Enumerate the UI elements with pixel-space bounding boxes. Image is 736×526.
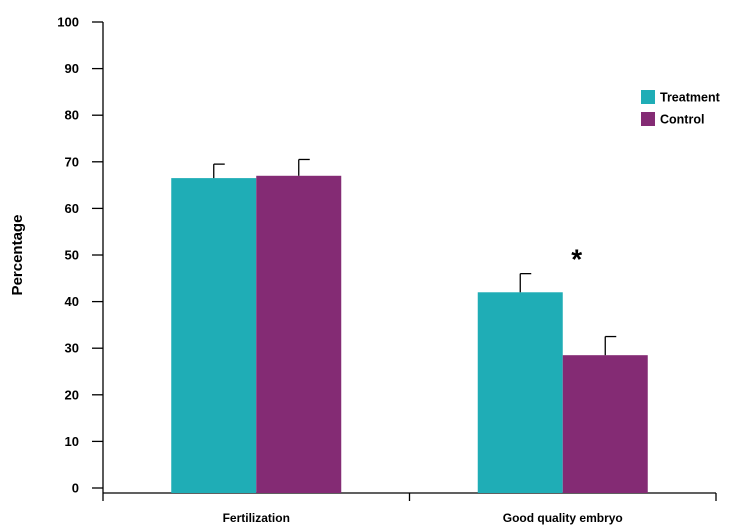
x-category-label: Fertilization <box>223 511 290 525</box>
x-axis: Fertilization Good quality embryo <box>102 492 717 525</box>
y-axis: 0 10 20 30 40 50 60 70 80 90 100 <box>57 15 104 496</box>
annotations: * <box>571 244 582 275</box>
y-tick-label: 100 <box>57 15 79 30</box>
y-tick-label: 40 <box>65 294 79 309</box>
bar <box>256 175 342 493</box>
y-tick-label: 10 <box>65 434 79 449</box>
x-category-label: Good quality embryo <box>503 511 623 525</box>
legend-label: Treatment <box>660 91 721 105</box>
bars <box>171 175 648 494</box>
y-axis-title: Percentage <box>9 215 26 296</box>
legend-swatch <box>641 112 655 126</box>
legend-label: Control <box>660 113 704 127</box>
y-tick-label: 20 <box>65 387 79 402</box>
y-tick-label: 0 <box>72 481 79 496</box>
significance-mark: * <box>571 244 582 275</box>
legend-swatch <box>641 90 655 104</box>
y-tick-label: 80 <box>65 108 79 123</box>
y-tick-label: 70 <box>65 154 79 169</box>
y-tick-label: 30 <box>65 341 79 356</box>
y-tick-label: 90 <box>65 61 79 76</box>
error-bars <box>213 158 617 356</box>
legend: Treatment Control <box>641 90 721 127</box>
bar <box>477 292 563 493</box>
y-tick-label: 50 <box>65 248 79 263</box>
bar <box>562 355 648 493</box>
y-tick-label: 60 <box>65 201 79 216</box>
bar <box>171 178 257 494</box>
